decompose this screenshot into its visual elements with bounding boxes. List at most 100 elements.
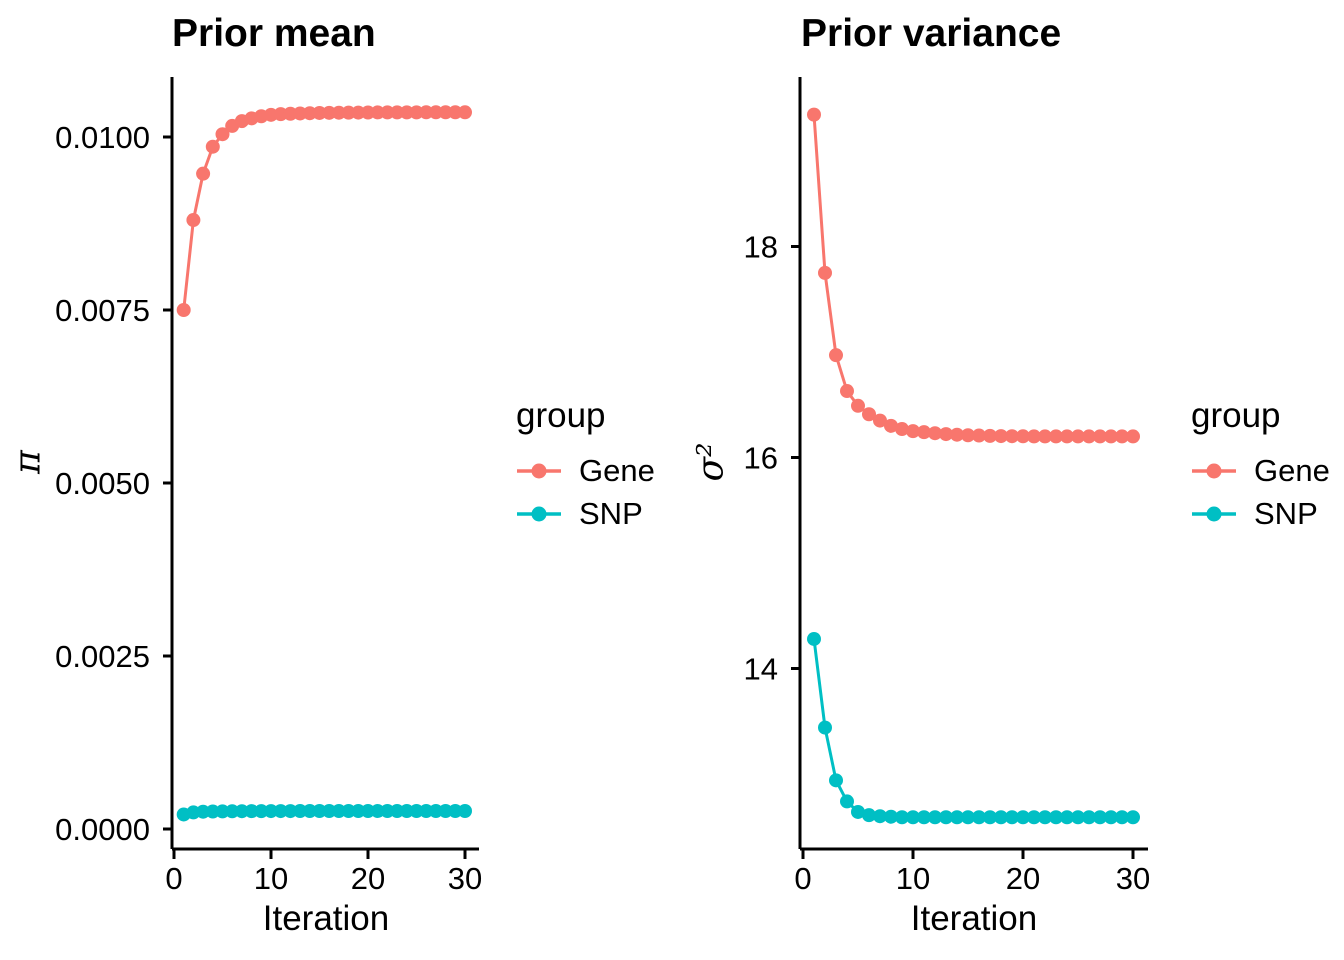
data-point — [873, 809, 887, 824]
y-tick-label: 14 — [744, 652, 778, 687]
data-point — [1104, 429, 1118, 444]
data-point — [438, 105, 453, 120]
data-point — [1104, 810, 1118, 825]
legend-item-snp: SNP — [516, 492, 655, 535]
data-point — [428, 804, 443, 819]
y-tick-label: 0.0000 — [55, 812, 150, 847]
series-gene — [807, 107, 1140, 444]
data-point — [807, 107, 821, 122]
data-point — [840, 384, 854, 399]
y-tick-label: 0.0075 — [55, 293, 150, 328]
data-point — [399, 105, 414, 120]
data-point — [361, 105, 375, 120]
data-point — [818, 265, 832, 280]
data-point — [205, 804, 220, 819]
data-point — [994, 429, 1008, 444]
data-point — [1005, 429, 1019, 444]
data-point — [972, 428, 986, 443]
data-point — [458, 804, 472, 819]
data-point — [428, 105, 443, 120]
data-point — [983, 810, 997, 825]
data-point — [196, 166, 211, 181]
data-point — [254, 804, 269, 819]
data-point — [225, 804, 240, 819]
data-point — [840, 794, 854, 809]
panel: 0.0000 0.0025 0.0050 0.0075 0.0100 0 10 20 30 — [55, 77, 482, 896]
data-point — [1016, 810, 1030, 825]
data-point — [351, 105, 366, 120]
data-point — [928, 810, 942, 825]
y-tick-label: 0.0100 — [55, 120, 150, 155]
data-point — [176, 303, 191, 317]
legend-title: group — [1191, 396, 1281, 435]
data-point — [829, 773, 843, 788]
data-point — [1115, 810, 1129, 825]
x-tick-label: 10 — [254, 861, 288, 896]
x-tick-label: 0 — [794, 861, 811, 896]
x-tick-label: 10 — [896, 861, 930, 896]
data-point — [409, 105, 424, 120]
right-x-axis-title: Iteration — [910, 899, 1038, 938]
data-point — [370, 804, 385, 819]
legend-item-gene: Gene — [1191, 449, 1330, 492]
data-point — [1027, 810, 1041, 825]
legend-label-snp: SNP — [1254, 495, 1318, 531]
legend-label-snp: SNP — [579, 495, 643, 531]
data-point — [438, 804, 453, 819]
data-point — [322, 105, 337, 120]
series-snp — [176, 804, 472, 822]
data-point — [351, 804, 366, 819]
right-chart-title: Prior variance — [801, 12, 1062, 55]
data-point — [322, 804, 337, 819]
x-tick-label: 0 — [165, 861, 182, 896]
data-point — [1049, 810, 1063, 825]
data-point — [906, 424, 920, 439]
data-point — [895, 810, 909, 825]
data-point — [419, 804, 434, 819]
legend-item-gene: Gene — [516, 449, 655, 492]
data-point — [196, 804, 211, 819]
snp-key-icon — [1192, 506, 1236, 521]
data-point — [950, 810, 964, 825]
data-point — [215, 804, 230, 819]
y-tick-label: 18 — [744, 230, 778, 265]
x-tick-label: 30 — [448, 861, 482, 896]
data-point — [361, 804, 375, 819]
data-point — [341, 804, 356, 819]
data-point — [1093, 810, 1107, 825]
legend-item-snp: SNP — [1191, 492, 1330, 535]
data-point — [939, 427, 953, 442]
data-point — [1071, 429, 1085, 444]
data-point — [851, 398, 865, 413]
data-point — [950, 427, 964, 442]
data-point — [1093, 429, 1107, 444]
data-point — [331, 105, 346, 120]
series-line — [812, 114, 1133, 438]
data-point — [312, 804, 327, 819]
data-point — [1049, 429, 1063, 444]
data-point — [961, 810, 975, 825]
data-point — [380, 105, 395, 120]
data-point — [906, 810, 920, 825]
data-point — [215, 127, 230, 142]
data-point — [994, 810, 1008, 825]
data-point — [380, 804, 395, 819]
data-point — [862, 407, 876, 422]
data-point — [419, 105, 434, 120]
series-line — [812, 638, 1133, 819]
data-point — [818, 720, 832, 735]
data-point — [1038, 810, 1052, 825]
data-point — [807, 631, 821, 646]
data-point — [1016, 429, 1030, 444]
data-point — [928, 426, 942, 441]
y-tick-label: 16 — [744, 441, 778, 476]
data-point — [370, 105, 385, 120]
data-point — [1082, 810, 1096, 825]
left-chart-title: Prior mean — [172, 12, 376, 55]
data-point — [331, 804, 346, 819]
data-point — [409, 804, 424, 819]
right-y-axis-title: σ² — [690, 442, 732, 482]
panel: 14 16 18 0 10 20 30 — [744, 77, 1150, 896]
data-point — [205, 139, 220, 154]
